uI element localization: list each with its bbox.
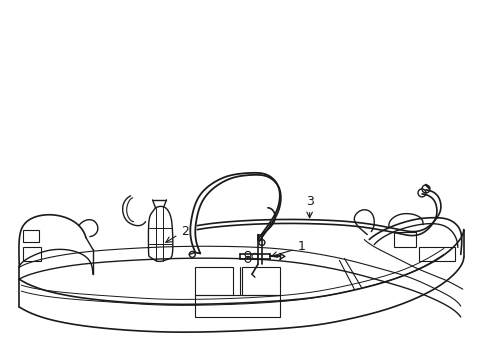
Bar xyxy=(242,267,279,295)
Bar xyxy=(195,267,233,295)
Text: 2: 2 xyxy=(181,225,189,238)
Bar xyxy=(23,230,39,242)
Bar xyxy=(23,247,41,261)
Bar xyxy=(393,231,415,247)
Bar xyxy=(195,295,279,317)
Text: 1: 1 xyxy=(297,240,305,253)
Text: 3: 3 xyxy=(305,195,313,208)
Bar xyxy=(418,247,454,261)
